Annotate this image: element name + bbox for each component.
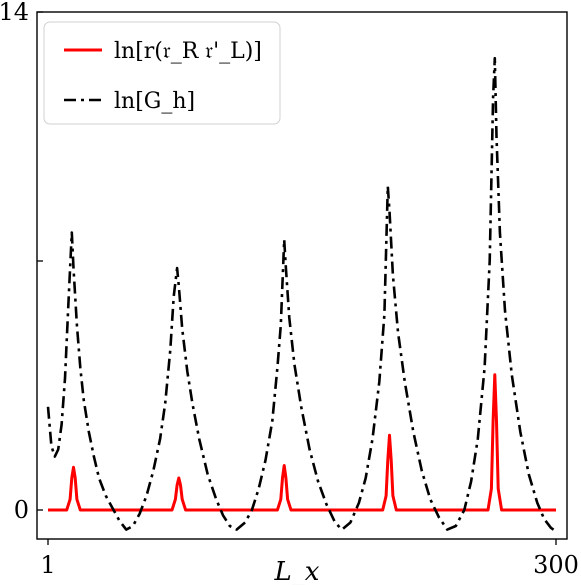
x-axis-label: L_x — [274, 557, 320, 585]
series-line-0 — [48, 373, 556, 512]
legend: ln[r(𝔯_R 𝔯'_L)] ln[G_h] — [43, 21, 281, 125]
x-tick-label-1: 300 — [533, 551, 579, 579]
y-tick-label-0: 0 — [14, 496, 29, 524]
legend-label-gh: ln[G_h] — [114, 89, 195, 114]
legend-label-r: ln[r(𝔯_R 𝔯'_L)] — [114, 39, 262, 64]
legend-frame — [43, 21, 281, 125]
series-layer — [46, 56, 557, 533]
y-tick-label-2: 14 — [0, 0, 29, 26]
series-line-1 — [46, 56, 557, 533]
x-tick-label-0: 1 — [40, 551, 55, 579]
